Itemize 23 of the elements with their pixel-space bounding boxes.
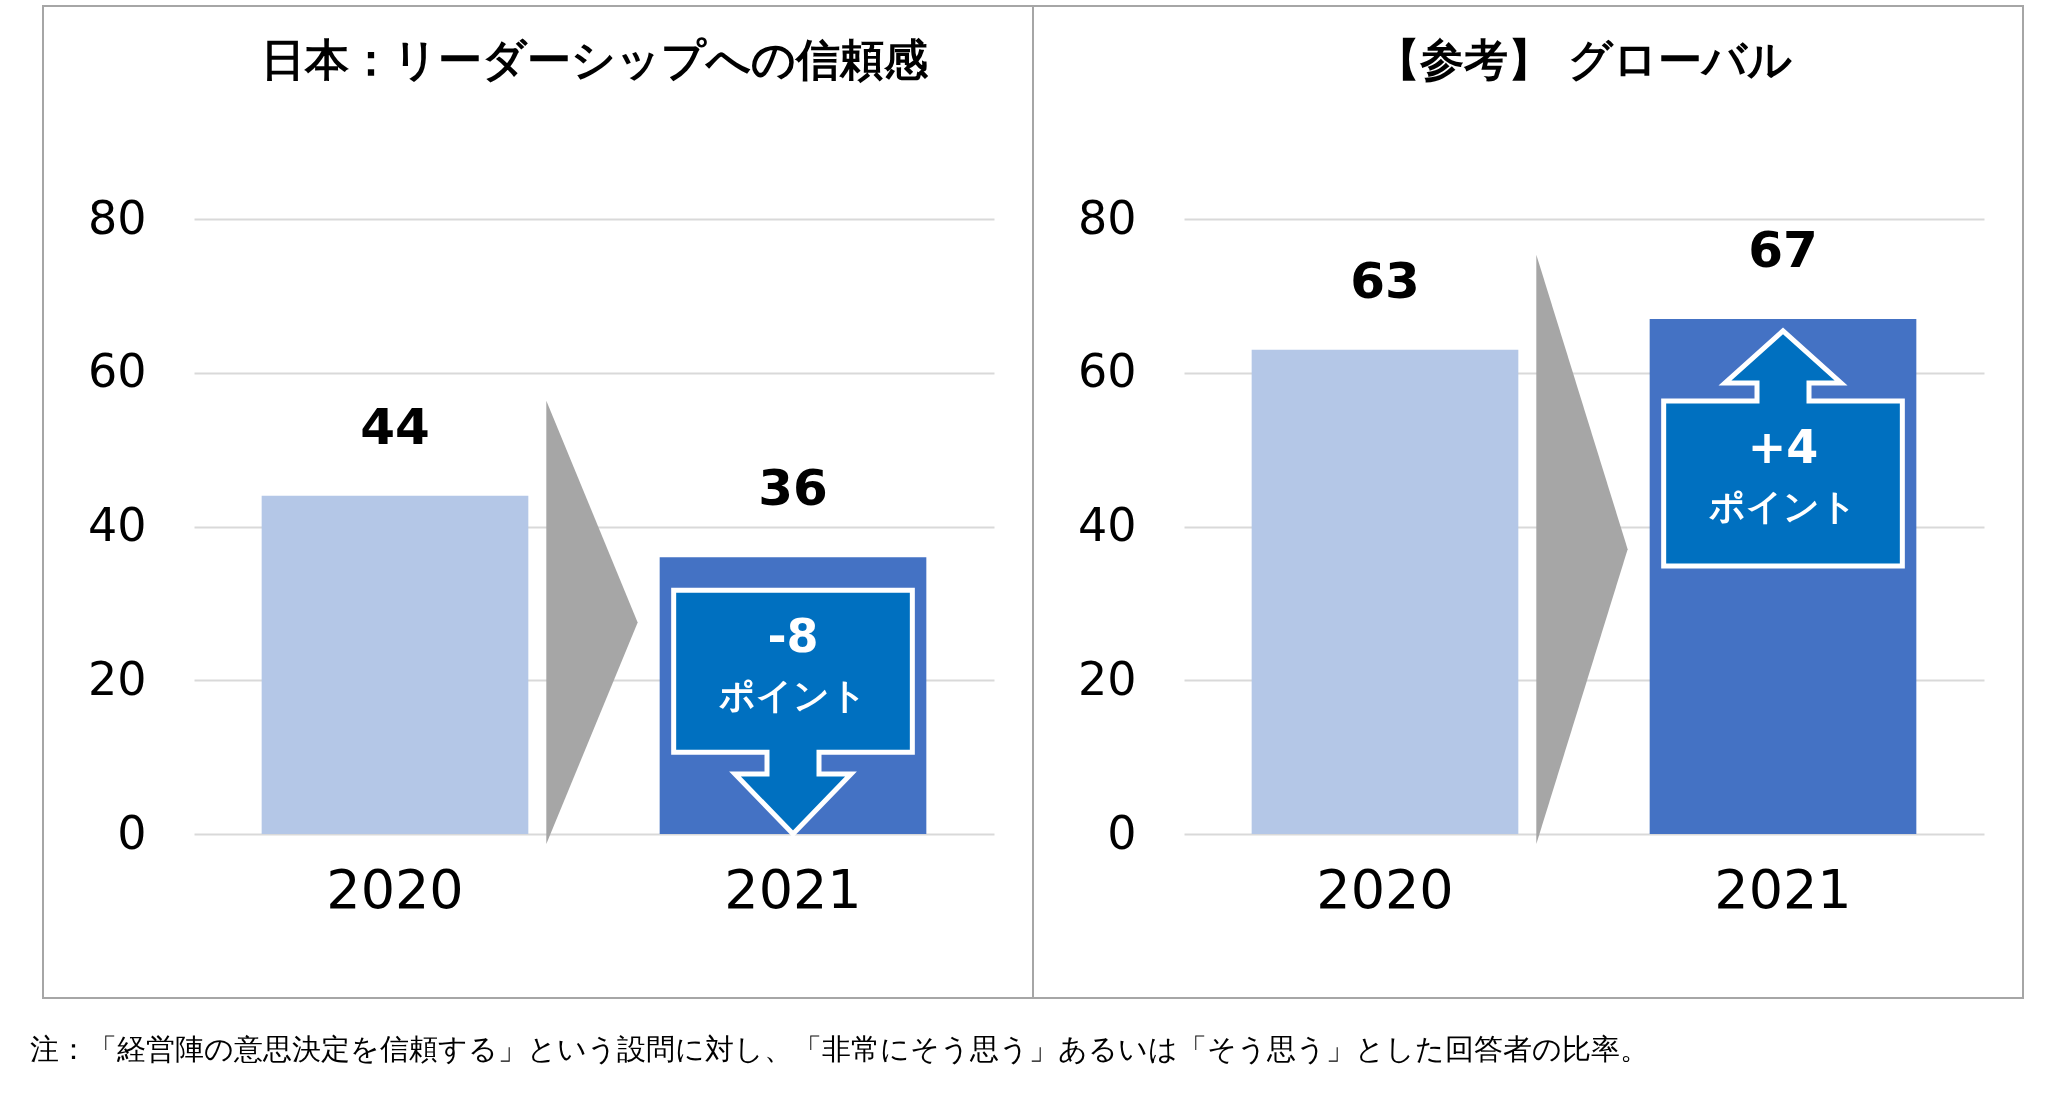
y-tick-label: 60 (1077, 344, 1137, 399)
data-label: 36 (758, 459, 828, 518)
y-tick-label: 20 (87, 651, 147, 706)
y-tick-label: 40 (1077, 498, 1137, 552)
data-label: 63 (1350, 251, 1420, 310)
annotation: -8 ポイント (719, 609, 868, 717)
text: 注：「経営陣の意思決定を信頼する」という設問に対し、「非常にそう思う」あるいは「そう思う」とした回答者の比率。 (30, 1031, 1649, 1068)
chart-title: 【参考】 グローバル (1376, 34, 1792, 85)
x-tick-label: 2021 (724, 857, 862, 921)
y-tick-label: 0 (117, 805, 147, 860)
x-tick-label: 2021 (1714, 857, 1852, 921)
annotation: +4 ポイント (1709, 419, 1858, 527)
y-tick-label: 40 (87, 498, 147, 552)
y-tick-label: 60 (87, 344, 147, 399)
y-tick-label: 80 (1077, 190, 1137, 245)
x-tick-label: 2020 (1316, 857, 1454, 921)
x-tick-label: 2020 (326, 857, 464, 921)
data-label: 67 (1748, 220, 1818, 279)
chart-title: 日本：リーダーシップへの信頼感 (260, 34, 929, 85)
data-label: 44 (360, 397, 430, 456)
y-tick-label: 20 (1077, 651, 1137, 706)
y-tick-label: 0 (1107, 805, 1137, 860)
y-tick-label: 80 (87, 190, 147, 245)
